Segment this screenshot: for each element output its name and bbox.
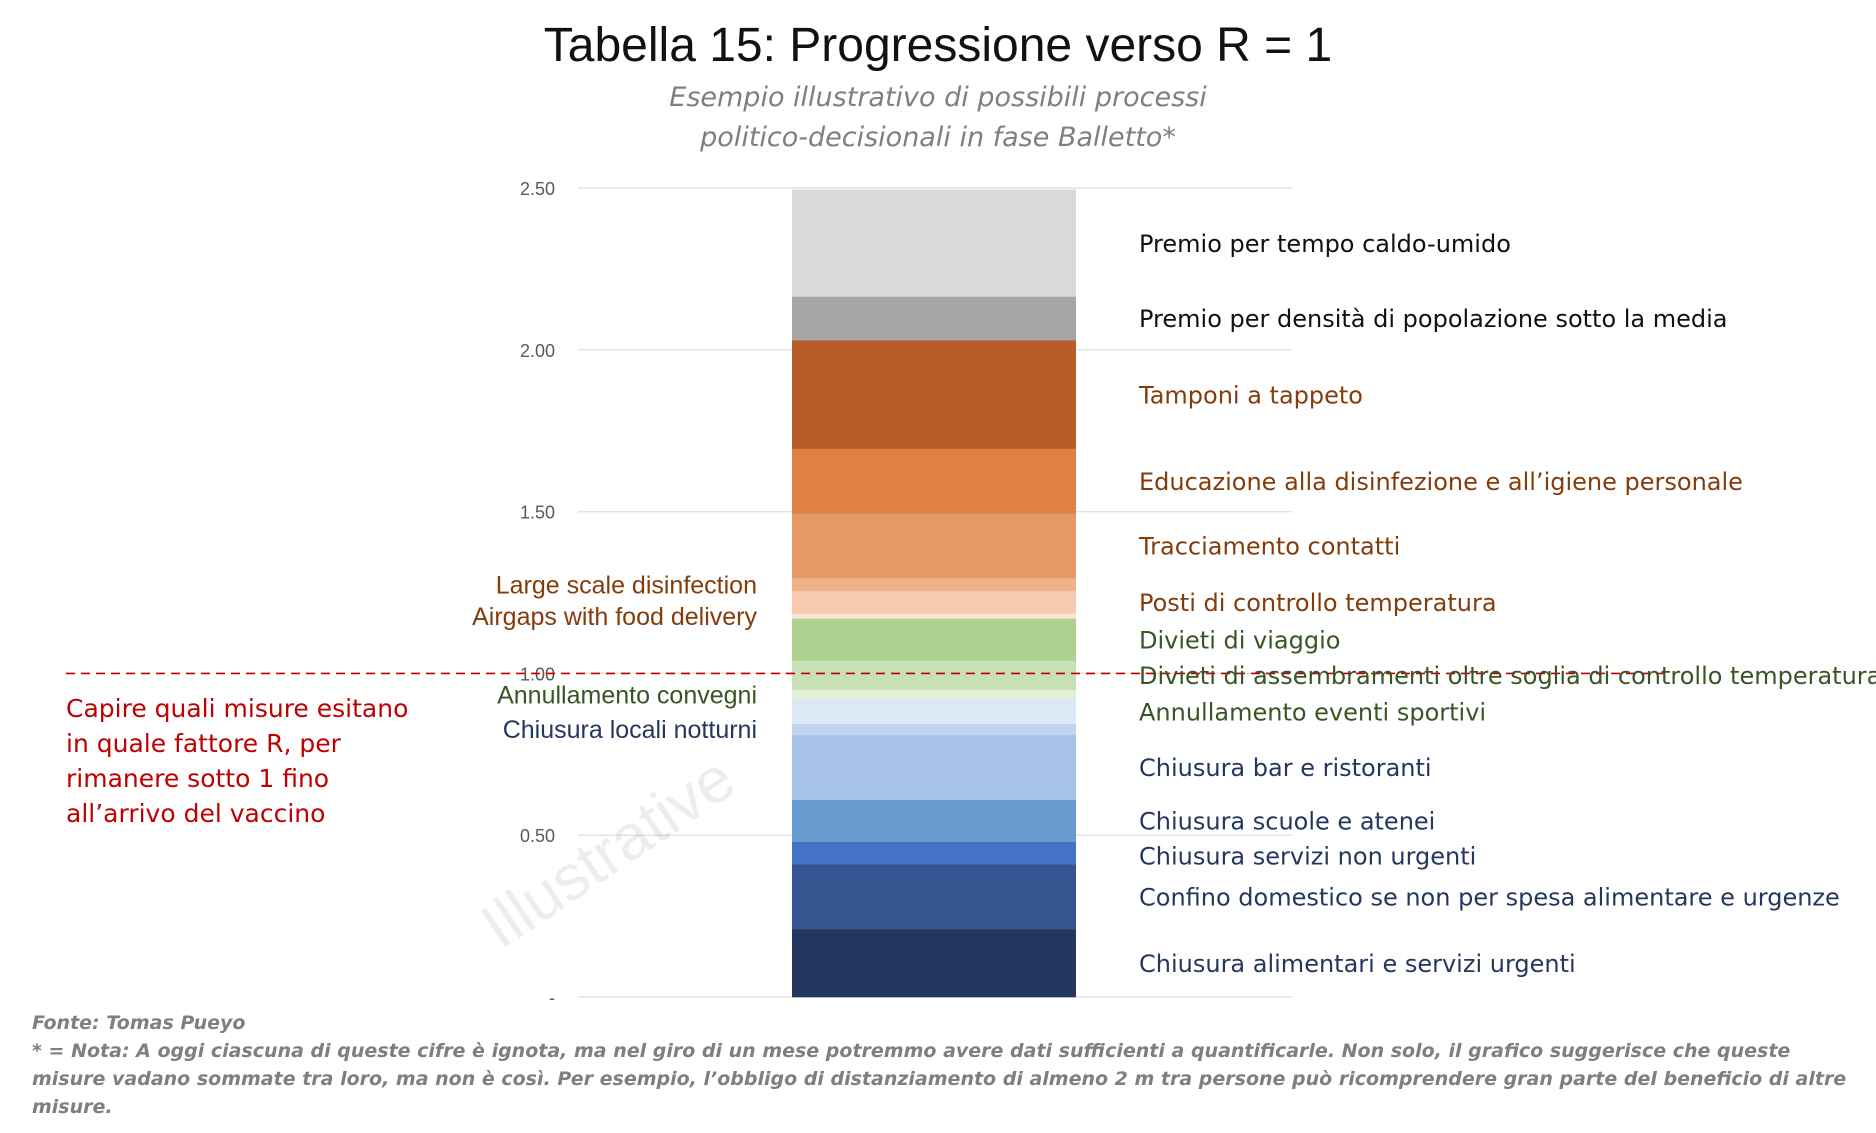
bar-segment — [792, 689, 1076, 700]
page-title: Tabella 15: Progressione verso R = 1 — [543, 19, 1333, 72]
segment-label: Educazione alla disinfezione e all’igien… — [1139, 468, 1743, 496]
bar-segment — [792, 734, 1076, 800]
segment-label: Divieti di viaggio — [1139, 626, 1340, 654]
y-tick-label: 0.50 — [520, 826, 555, 846]
bar-segment — [792, 799, 1076, 842]
source-note: Fonte: Tomas Pueyo — [32, 1012, 246, 1034]
y-tick-label: 2.50 — [520, 179, 555, 199]
segment-label: Tamponi a tappeto — [1138, 381, 1363, 409]
bar-segment — [792, 448, 1076, 514]
stacked-bar — [792, 189, 1076, 998]
segment-labels: Premio per tempo caldo-umido Premio per d… — [472, 230, 1876, 978]
bar-segment — [792, 613, 1076, 619]
chart-subtitle-line-1: Esempio illustrativo di possibili proces… — [669, 82, 1207, 113]
bar-segment — [792, 590, 1076, 614]
segment-label: Annullamento eventi sportivi — [1139, 698, 1486, 726]
bar-segment — [792, 864, 1076, 930]
y-tick-label: 1.50 — [520, 503, 555, 523]
segment-label: Confino domestico se non per spesa alime… — [1139, 884, 1840, 912]
y-tick-label: 2.00 — [520, 341, 555, 361]
bar-segment — [792, 660, 1076, 690]
chart-subtitle-line-2: politico-decisionali in fase Balletto* — [700, 122, 1176, 153]
segment-label: Chiusura alimentari e servizi urgenti — [1139, 950, 1576, 978]
segment-label: Airgaps with food delivery — [472, 603, 757, 631]
bar-segment — [792, 296, 1076, 341]
bar-segment — [792, 841, 1076, 865]
y-axis-ticks: - 0.50 1.00 1.50 2.00 2.50 — [520, 179, 555, 1008]
segment-label: Annullamento convegni — [497, 681, 757, 709]
callout-note: Capire quali misure esitano in quale fat… — [66, 694, 409, 828]
segment-label: Large scale disinfection — [496, 571, 757, 599]
segment-label: Premio per tempo caldo-umido — [1139, 230, 1511, 258]
segment-label: Tracciamento contatti — [1138, 533, 1400, 561]
segment-label: Chiusura bar e ristoranti — [1139, 754, 1432, 782]
bar-segment — [792, 189, 1076, 297]
bar-segment — [792, 618, 1076, 661]
illustrative-watermark: Illustrative — [468, 741, 747, 962]
footnote: * = Nota: A oggi ciascuna di queste cifr… — [32, 1040, 1847, 1118]
segment-label: Premio per densità di popolazione sotto … — [1139, 305, 1728, 333]
segment-label: Chiusura locali notturni — [503, 716, 757, 744]
y-tick-label: - — [549, 988, 555, 1008]
bar-segment — [792, 723, 1076, 736]
bar-segment — [792, 340, 1076, 449]
segment-label: Chiusura servizi non urgenti — [1139, 843, 1476, 871]
segment-label: Chiusura scuole e atenei — [1139, 808, 1435, 836]
bar-segment — [792, 513, 1076, 579]
bar-segment — [792, 699, 1076, 724]
segment-label: Divieti di assembramenti oltre soglia di… — [1139, 662, 1876, 690]
bar-segment — [792, 929, 1076, 998]
bar-segment — [792, 577, 1076, 592]
y-tick-label: 1.00 — [520, 664, 555, 684]
segment-label: Posti di controllo temperatura — [1139, 589, 1497, 617]
